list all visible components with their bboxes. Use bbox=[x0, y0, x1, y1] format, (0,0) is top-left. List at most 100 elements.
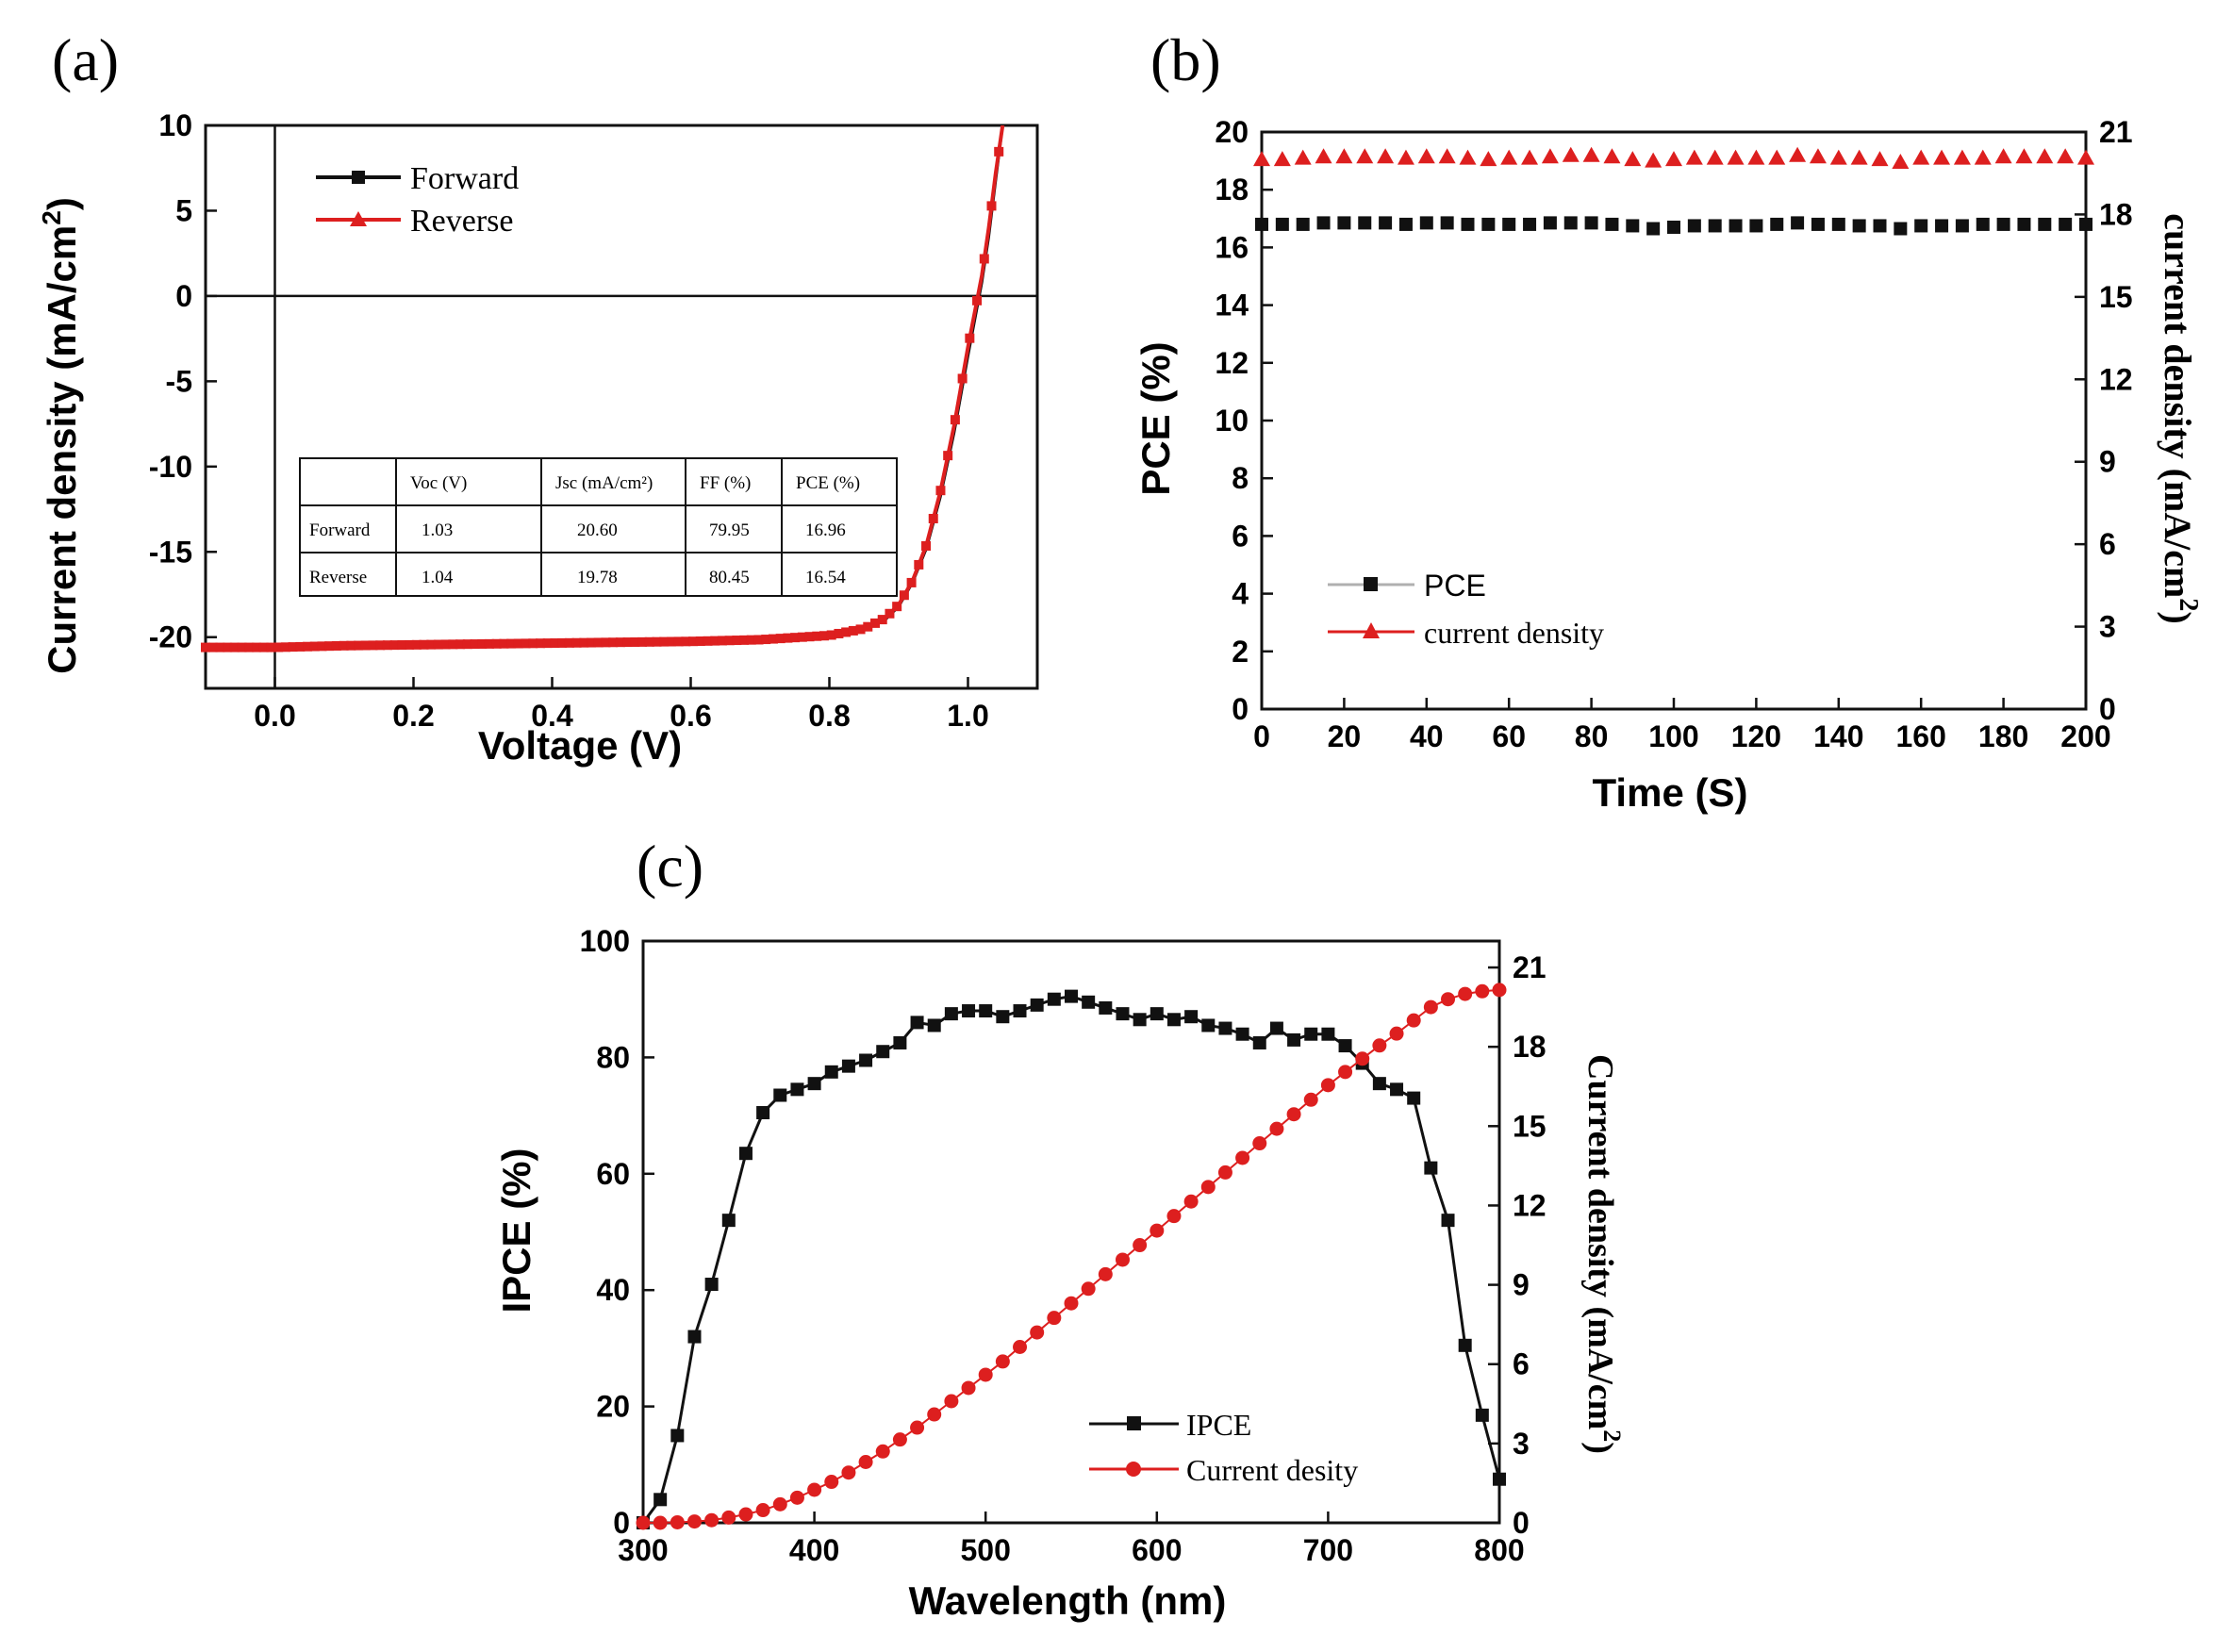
reverse-marker bbox=[848, 625, 858, 636]
y-tick-label: 100 bbox=[580, 924, 630, 958]
reverse-marker bbox=[382, 640, 392, 651]
ipce-marker bbox=[687, 1330, 702, 1344]
current-marker bbox=[1013, 1339, 1028, 1354]
pce-marker bbox=[1563, 216, 1578, 230]
reverse-marker bbox=[841, 627, 852, 637]
y-tick-label: 18 bbox=[1215, 173, 1249, 206]
current-marker bbox=[927, 1407, 942, 1422]
x-tick-label: 800 bbox=[1474, 1533, 1524, 1567]
pce-marker bbox=[1605, 217, 1619, 231]
current-marker bbox=[1521, 149, 1539, 165]
current-marker bbox=[1603, 148, 1621, 164]
panel-c-axes: 300 400 500 600 700 8000204060801000369121518… bbox=[580, 924, 1547, 1567]
current-marker bbox=[1166, 1209, 1182, 1224]
pce-marker bbox=[1584, 216, 1598, 230]
reverse-marker bbox=[608, 637, 619, 648]
ipce-marker bbox=[1458, 1338, 1472, 1352]
ipce-marker bbox=[721, 1214, 736, 1228]
pce-marker bbox=[1543, 216, 1557, 230]
current-marker bbox=[1115, 1252, 1130, 1267]
reverse-marker bbox=[899, 590, 909, 601]
current-marker bbox=[1953, 149, 1971, 165]
ipce-marker bbox=[704, 1278, 719, 1292]
ipce-marker bbox=[1082, 995, 1096, 1009]
reverse-marker bbox=[411, 639, 422, 650]
reverse-marker bbox=[266, 642, 276, 653]
x-tick-label: 100 bbox=[1648, 719, 1698, 753]
reverse-marker bbox=[215, 642, 225, 653]
ipce-marker bbox=[1321, 1027, 1335, 1041]
y2-tick-label: 12 bbox=[1513, 1188, 1547, 1222]
y-tick-label: 5 bbox=[175, 193, 192, 227]
current-marker bbox=[1269, 1121, 1284, 1136]
ipce-marker bbox=[1475, 1408, 1489, 1422]
reverse-marker bbox=[695, 636, 705, 646]
reverse-marker bbox=[550, 638, 560, 649]
current-marker bbox=[1397, 149, 1414, 165]
x-tick-label: 0.2 bbox=[392, 699, 434, 733]
reverse-marker bbox=[732, 636, 742, 646]
pce-marker bbox=[1440, 216, 1454, 230]
ipce-marker bbox=[1338, 1039, 1352, 1053]
table-header-voc: Voc (V) bbox=[410, 473, 467, 493]
current-marker bbox=[961, 1380, 976, 1396]
current-marker bbox=[1423, 999, 1438, 1015]
reverse-marker bbox=[739, 635, 750, 645]
pce-marker bbox=[1502, 217, 1516, 231]
ipce-marker bbox=[1252, 1035, 1266, 1049]
y2-tick-label: 18 bbox=[1513, 1030, 1547, 1064]
current-marker bbox=[1355, 1051, 1370, 1066]
ipce-marker bbox=[1424, 1161, 1438, 1175]
current-marker bbox=[2057, 148, 2075, 164]
reverse-marker bbox=[564, 637, 574, 648]
current-marker bbox=[1685, 149, 1703, 165]
current-marker bbox=[738, 1507, 753, 1522]
x-tick-label: 180 bbox=[1978, 719, 2028, 753]
reverse-marker bbox=[943, 451, 953, 461]
current-marker bbox=[1064, 1296, 1079, 1311]
x-tick-label: 60 bbox=[1492, 719, 1526, 753]
reverse-marker bbox=[426, 639, 437, 650]
current-marker bbox=[1441, 992, 1456, 1007]
x-tick-label: 160 bbox=[1896, 719, 1946, 753]
reverse-marker bbox=[346, 640, 356, 651]
ipce-marker bbox=[944, 1007, 958, 1021]
current-marker bbox=[1133, 1238, 1148, 1253]
table-cell-forward-ff: 79.95 bbox=[709, 520, 750, 540]
reverse-marker bbox=[360, 640, 371, 651]
reverse-marker bbox=[477, 638, 488, 649]
pce-marker bbox=[1831, 217, 1845, 231]
current-marker bbox=[1320, 1078, 1335, 1093]
x-tick-label: 0.4 bbox=[531, 699, 573, 733]
current-marker bbox=[1253, 151, 1270, 167]
table-header-ff: FF (%) bbox=[700, 473, 751, 493]
y-tick-label: -10 bbox=[149, 450, 192, 484]
x-tick-label: 300 bbox=[618, 1533, 668, 1567]
current-marker bbox=[1541, 148, 1559, 164]
reverse-marker bbox=[506, 638, 517, 649]
reverse-marker bbox=[303, 641, 313, 652]
y-tick-label: 2 bbox=[1232, 635, 1249, 669]
y2-tick-label: 0 bbox=[1513, 1506, 1530, 1540]
reverse-marker bbox=[703, 636, 713, 646]
current-marker bbox=[1994, 148, 2012, 164]
reverse-marker bbox=[775, 634, 786, 644]
table-row-label-forward: Forward bbox=[309, 520, 371, 540]
pce-marker bbox=[1729, 219, 1743, 233]
current-marker bbox=[1582, 146, 1600, 162]
reverse-marker bbox=[673, 636, 684, 647]
current-marker bbox=[2036, 148, 2054, 164]
reverse-marker bbox=[724, 636, 735, 646]
reverse-marker bbox=[914, 559, 924, 570]
table-cell-reverse-pce: 16.54 bbox=[805, 568, 846, 587]
pce-marker bbox=[1894, 222, 1908, 236]
current-marker bbox=[892, 1432, 907, 1447]
reverse-marker bbox=[928, 513, 938, 523]
ipce-marker bbox=[1030, 998, 1044, 1012]
ipce-marker bbox=[1133, 1013, 1147, 1027]
y2-tick-label: 3 bbox=[2099, 610, 2116, 644]
ipce-marker bbox=[773, 1088, 787, 1102]
reverse-marker bbox=[448, 639, 458, 650]
series-ipce-line bbox=[641, 995, 1501, 1524]
ipce-marker bbox=[1047, 992, 1061, 1006]
